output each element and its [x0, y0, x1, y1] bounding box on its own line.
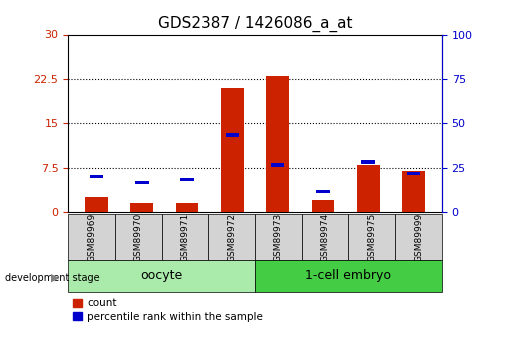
FancyBboxPatch shape	[255, 214, 302, 260]
Bar	[316, 190, 330, 193]
Text: development stage: development stage	[5, 273, 99, 283]
Bar	[266, 76, 289, 212]
FancyBboxPatch shape	[68, 260, 255, 292]
Bar	[221, 88, 244, 212]
Bar	[362, 160, 375, 164]
Text: ▶: ▶	[51, 273, 60, 283]
FancyBboxPatch shape	[348, 214, 395, 260]
Text: GSM89973: GSM89973	[274, 213, 283, 262]
Bar	[312, 200, 334, 212]
FancyBboxPatch shape	[302, 214, 348, 260]
FancyBboxPatch shape	[208, 214, 255, 260]
Text: GSM89971: GSM89971	[180, 213, 189, 262]
Text: GSM89969: GSM89969	[87, 213, 96, 262]
Bar	[90, 175, 104, 178]
Bar	[176, 203, 198, 212]
FancyBboxPatch shape	[115, 214, 162, 260]
Text: GSM89999: GSM89999	[414, 213, 423, 262]
Text: oocyte: oocyte	[140, 269, 183, 283]
Bar	[180, 178, 194, 181]
Bar	[226, 134, 239, 137]
Title: GDS2387 / 1426086_a_at: GDS2387 / 1426086_a_at	[158, 16, 352, 32]
Text: GSM89970: GSM89970	[134, 213, 143, 262]
Bar	[135, 181, 148, 184]
Bar	[85, 197, 108, 212]
Text: GSM89975: GSM89975	[367, 213, 376, 262]
FancyBboxPatch shape	[162, 214, 208, 260]
FancyBboxPatch shape	[68, 214, 115, 260]
Bar	[130, 203, 153, 212]
FancyBboxPatch shape	[255, 260, 442, 292]
Bar	[357, 165, 380, 212]
Bar	[402, 171, 425, 212]
Text: 1-cell embryo: 1-cell embryo	[306, 269, 391, 283]
Bar	[271, 163, 284, 167]
Text: GSM89974: GSM89974	[321, 213, 330, 262]
FancyBboxPatch shape	[395, 214, 442, 260]
Text: GSM89972: GSM89972	[227, 213, 236, 262]
Legend: count, percentile rank within the sample: count, percentile rank within the sample	[73, 298, 263, 322]
Bar	[407, 172, 420, 176]
